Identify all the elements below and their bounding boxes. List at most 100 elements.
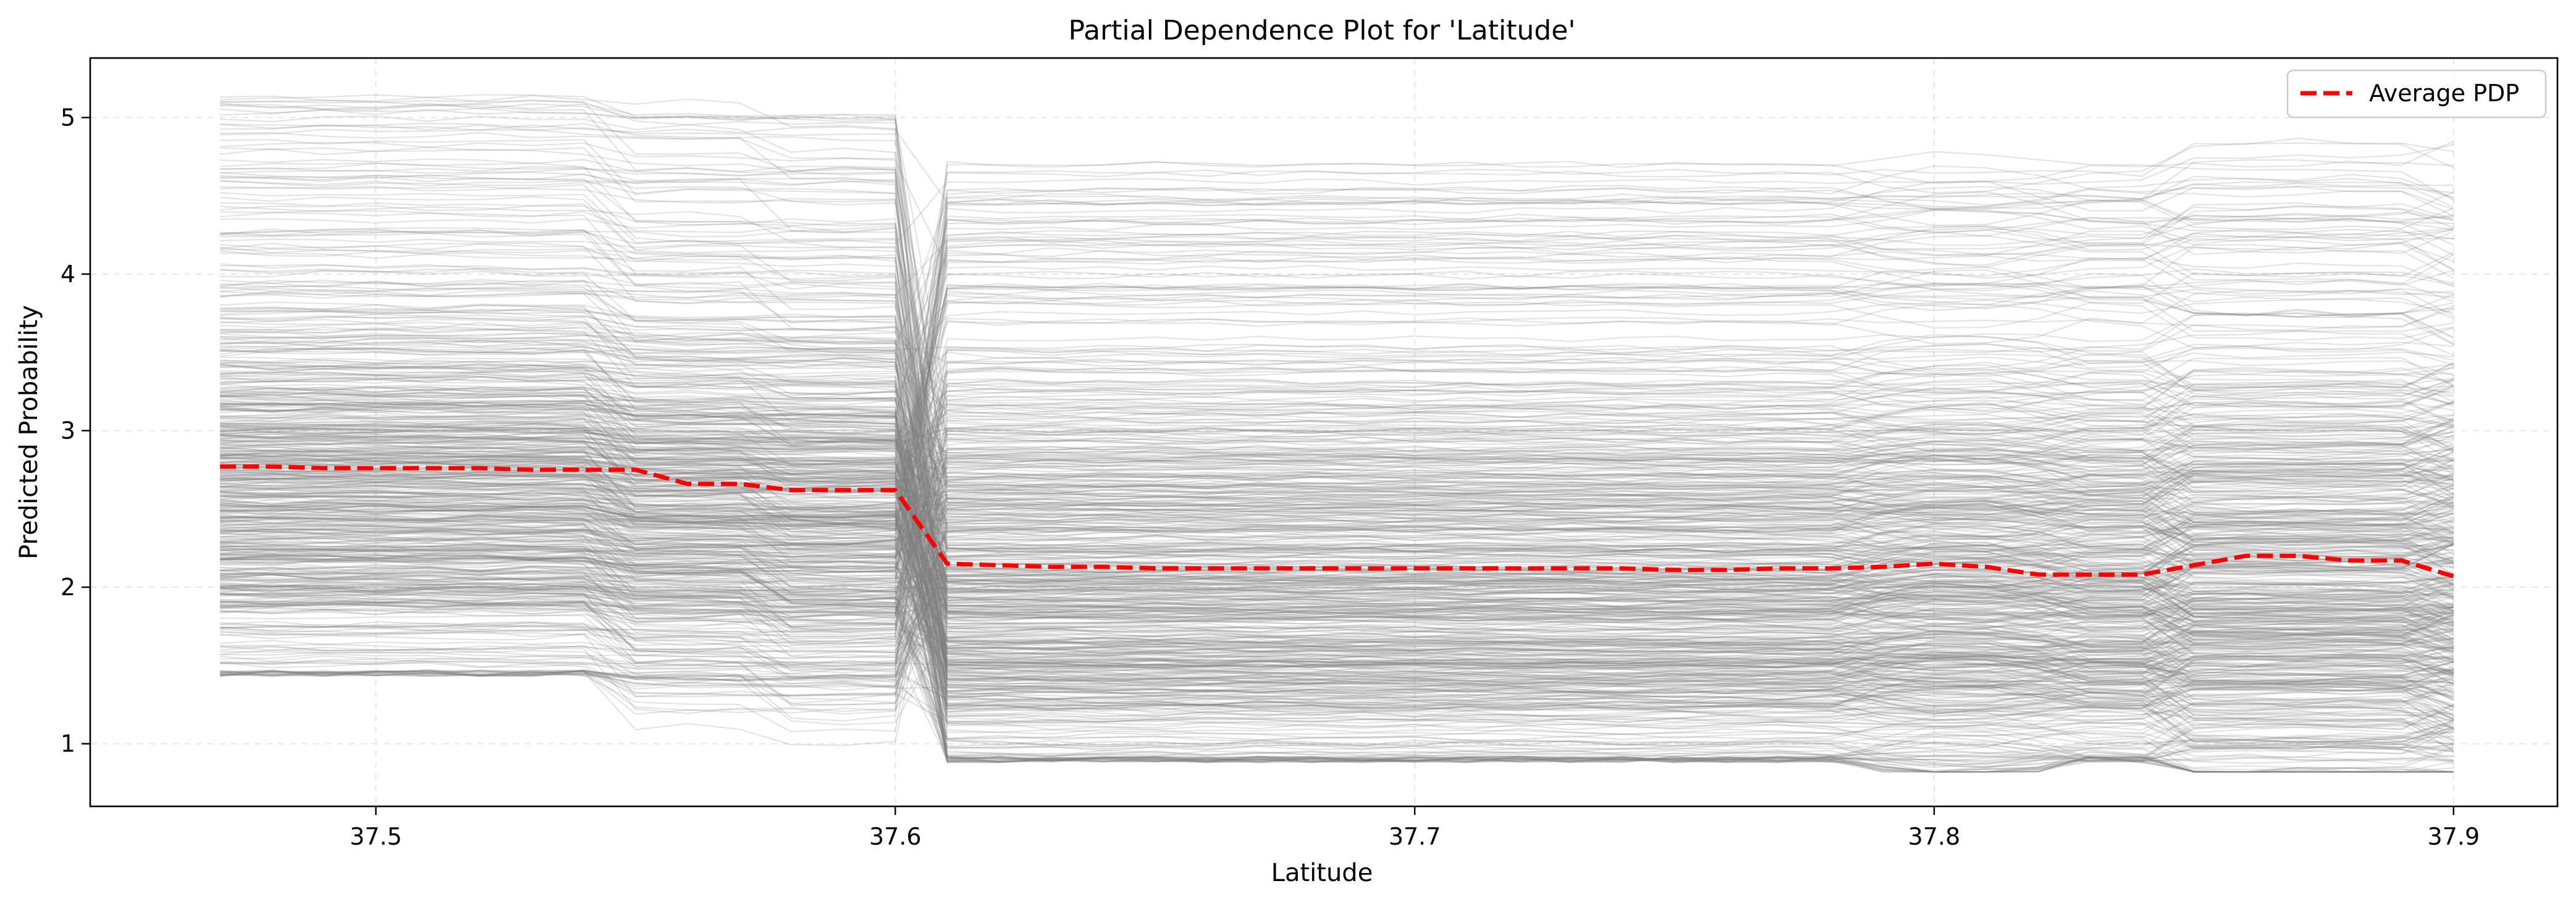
ice-curve: [220, 327, 2454, 661]
ice-curve: [220, 432, 2454, 664]
ice-curve: [220, 553, 2454, 730]
ice-curve: [220, 481, 2454, 603]
ice-curve: [220, 512, 2454, 666]
ice-curve: [220, 376, 2454, 740]
ice-curve: [220, 443, 2454, 648]
ice-curve: [220, 423, 2454, 559]
ice-curve: [220, 470, 2454, 677]
ice-curve: [220, 280, 2454, 609]
ice-curve: [220, 175, 2454, 453]
ice-curve: [220, 427, 2454, 533]
ice-curve: [220, 228, 2454, 518]
ice-curve: [220, 473, 2454, 569]
ice-curve: [220, 291, 2454, 638]
ice-curve: [220, 406, 2454, 773]
ice-curve: [220, 215, 2454, 562]
ice-curve: [220, 399, 2454, 472]
ice-curve: [220, 493, 2454, 688]
ice-curve: [220, 288, 2454, 475]
ice-curve: [220, 469, 2454, 630]
x-axis: 37.5 37.6 37.7 37.8 37.9: [350, 806, 2480, 850]
ice-curve: [220, 94, 2454, 620]
ice-curve: [220, 583, 2454, 675]
ice-curve: [220, 459, 2454, 489]
ice-curve: [220, 232, 2454, 680]
ice-curve: [220, 517, 2454, 642]
ice-curve: [220, 422, 2454, 603]
ice-curve: [220, 289, 2454, 479]
ice-curve: [220, 180, 2454, 694]
ice-curve: [220, 413, 2454, 660]
ice-curve: [220, 191, 2454, 643]
ice-curve: [220, 400, 2454, 708]
ice-curve: [220, 588, 2454, 671]
ice-curve: [220, 289, 2454, 541]
ice-curve: [220, 435, 2454, 654]
ice-curve: [220, 453, 2454, 700]
ice-curve: [220, 366, 2454, 550]
ice-curve: [220, 186, 2454, 577]
ice-curve: [220, 660, 2454, 748]
ice-curve: [220, 253, 2454, 616]
ice-curve: [220, 486, 2454, 567]
ice-curve: [220, 305, 2454, 604]
ice-curve: [220, 213, 2454, 595]
ice-curve: [220, 469, 2454, 529]
ice-curve: [220, 433, 2454, 508]
ice-curve: [220, 386, 2454, 710]
ice-curve: [220, 582, 2454, 681]
ice-curve: [220, 236, 2454, 556]
ice-curve: [220, 327, 2454, 529]
ice-curve: [220, 255, 2454, 581]
ice-curve: [220, 123, 2454, 508]
ice-curve: [220, 378, 2454, 627]
ice-curve: [220, 280, 2454, 676]
ice-curve: [220, 437, 2454, 639]
ice-curve: [220, 375, 2454, 651]
ice-curve: [220, 424, 2454, 684]
ice-curve: [220, 366, 2454, 575]
ice-curve: [220, 401, 2454, 493]
ice-curve: [220, 485, 2454, 731]
ice-curve: [220, 470, 2454, 680]
ice-curve: [220, 446, 2454, 597]
ice-curve: [220, 545, 2454, 593]
ice-curve: [220, 391, 2454, 534]
ice-curve: [220, 523, 2454, 620]
ice-curve: [220, 109, 2454, 421]
ice-curve: [220, 551, 2454, 609]
ice-curve: [220, 606, 2454, 658]
ice-curve: [220, 538, 2454, 708]
ice-curve: [220, 346, 2454, 524]
ice-curve: [220, 489, 2454, 661]
ice-curve: [220, 545, 2454, 682]
ice-curve: [220, 418, 2454, 698]
ice-curve: [220, 377, 2454, 674]
y-tick-label: 4: [61, 261, 75, 288]
ice-curve: [220, 327, 2454, 616]
ice-curve: [220, 451, 2454, 711]
ice-curve: [220, 103, 2454, 622]
ice-curve: [220, 228, 2454, 496]
ice-curve: [220, 462, 2454, 669]
ice-curve: [220, 528, 2454, 596]
ice-curve: [220, 490, 2454, 746]
ice-curve: [220, 424, 2454, 587]
ice-curve: [220, 580, 2454, 706]
legend-label-average-pdp: Average PDP: [2369, 80, 2519, 107]
ice-curve: [220, 487, 2454, 679]
ice-curve: [220, 180, 2454, 696]
ice-curve: [220, 212, 2454, 708]
x-tick-label: 37.9: [2428, 823, 2480, 850]
ice-curve: [220, 333, 2454, 483]
ice-curve: [220, 341, 2454, 596]
ice-curve: [220, 593, 2454, 670]
ice-curve: [220, 251, 2454, 643]
ice-curve: [220, 387, 2454, 445]
ice-curve: [220, 443, 2454, 472]
ice-curve: [220, 483, 2454, 550]
ice-curve: [220, 137, 2454, 546]
ice-curve: [220, 473, 2454, 559]
ice-curve: [220, 423, 2454, 606]
ice-curve: [220, 350, 2454, 622]
